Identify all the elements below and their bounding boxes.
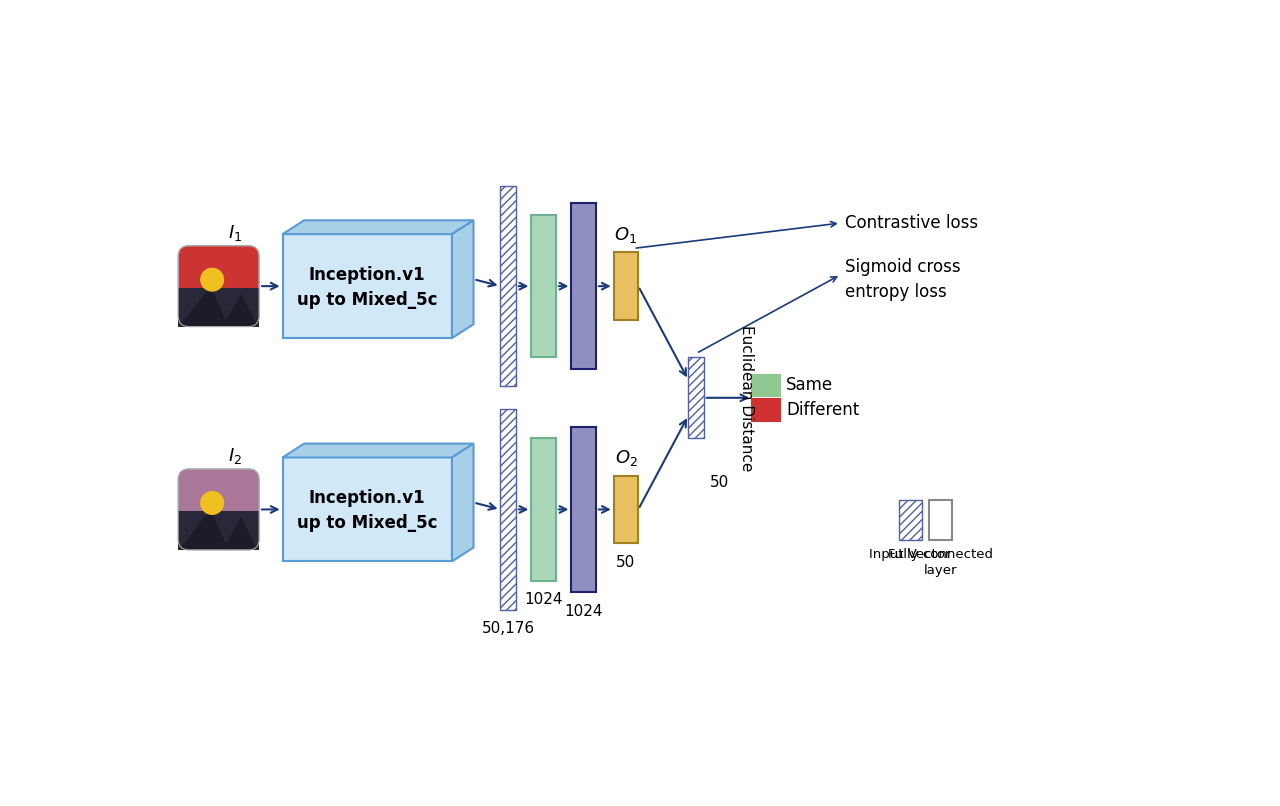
Text: Contrastive loss: Contrastive loss bbox=[845, 214, 978, 232]
Text: 50,176: 50,176 bbox=[481, 621, 535, 636]
Bar bbox=[531, 438, 556, 580]
Text: Fully connected
layer: Fully connected layer bbox=[888, 548, 993, 577]
Text: up to Mixed_5c: up to Mixed_5c bbox=[297, 291, 438, 309]
Bar bbox=[613, 252, 639, 320]
Polygon shape bbox=[179, 286, 228, 326]
Bar bbox=[753, 375, 780, 397]
Bar bbox=[899, 501, 922, 540]
Bar bbox=[531, 215, 556, 357]
Polygon shape bbox=[179, 509, 228, 549]
Text: $O_2$: $O_2$ bbox=[614, 448, 637, 467]
Bar bbox=[899, 501, 922, 540]
Bar bbox=[689, 357, 704, 438]
Text: Inception.v1: Inception.v1 bbox=[308, 266, 425, 284]
Text: 50: 50 bbox=[617, 555, 636, 570]
Text: Sigmoid cross
entropy loss: Sigmoid cross entropy loss bbox=[845, 259, 960, 301]
Polygon shape bbox=[178, 511, 259, 550]
Text: 1024: 1024 bbox=[564, 604, 603, 619]
Text: $O_1$: $O_1$ bbox=[614, 225, 637, 244]
Polygon shape bbox=[178, 288, 259, 326]
Text: $I_1$: $I_1$ bbox=[228, 222, 242, 243]
Bar bbox=[500, 186, 516, 386]
Bar bbox=[899, 501, 922, 540]
Bar bbox=[929, 501, 952, 540]
Text: $I_2$: $I_2$ bbox=[228, 446, 242, 466]
Text: Different: Different bbox=[786, 401, 859, 419]
Polygon shape bbox=[283, 443, 474, 458]
Bar bbox=[571, 426, 596, 592]
FancyBboxPatch shape bbox=[178, 246, 259, 326]
Text: Input Vector: Input Vector bbox=[869, 548, 951, 561]
Bar bbox=[500, 409, 516, 609]
Bar bbox=[689, 357, 704, 438]
Polygon shape bbox=[283, 220, 474, 235]
Bar bbox=[753, 399, 780, 421]
Circle shape bbox=[201, 268, 224, 291]
Text: Euclidean Distance: Euclidean Distance bbox=[739, 325, 754, 471]
Bar bbox=[500, 409, 516, 609]
Text: 50: 50 bbox=[710, 475, 730, 490]
Polygon shape bbox=[452, 220, 474, 338]
Bar bbox=[571, 203, 596, 369]
Bar bbox=[283, 458, 452, 562]
Text: Inception.v1: Inception.v1 bbox=[308, 489, 425, 507]
Bar bbox=[283, 235, 452, 338]
Bar bbox=[689, 357, 704, 438]
Bar bbox=[500, 186, 516, 386]
FancyBboxPatch shape bbox=[178, 469, 259, 550]
Text: Same: Same bbox=[786, 376, 833, 394]
Polygon shape bbox=[223, 517, 257, 549]
Bar bbox=[500, 186, 516, 386]
Bar bbox=[500, 409, 516, 609]
Polygon shape bbox=[452, 443, 474, 562]
Circle shape bbox=[201, 492, 224, 514]
Text: 1024: 1024 bbox=[525, 592, 563, 607]
Text: up to Mixed_5c: up to Mixed_5c bbox=[297, 514, 438, 532]
Bar bbox=[613, 476, 639, 543]
Polygon shape bbox=[223, 293, 257, 326]
